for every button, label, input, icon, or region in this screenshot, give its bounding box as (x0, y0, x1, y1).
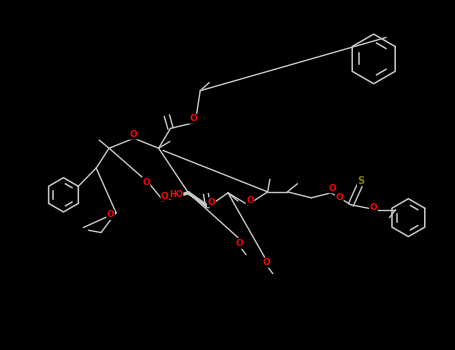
Text: O: O (161, 192, 169, 201)
Text: O: O (335, 193, 343, 202)
Text: O: O (207, 198, 215, 207)
Text: O: O (236, 239, 243, 248)
Text: O: O (246, 196, 254, 205)
Text: S: S (357, 176, 364, 186)
Text: O: O (329, 184, 337, 193)
Text: O: O (189, 114, 197, 123)
Text: O: O (142, 177, 150, 187)
Text: O: O (263, 258, 270, 267)
Text: O: O (369, 203, 377, 212)
Text: O: O (107, 210, 115, 219)
Text: HO: HO (169, 190, 183, 199)
Text: O: O (129, 130, 137, 139)
